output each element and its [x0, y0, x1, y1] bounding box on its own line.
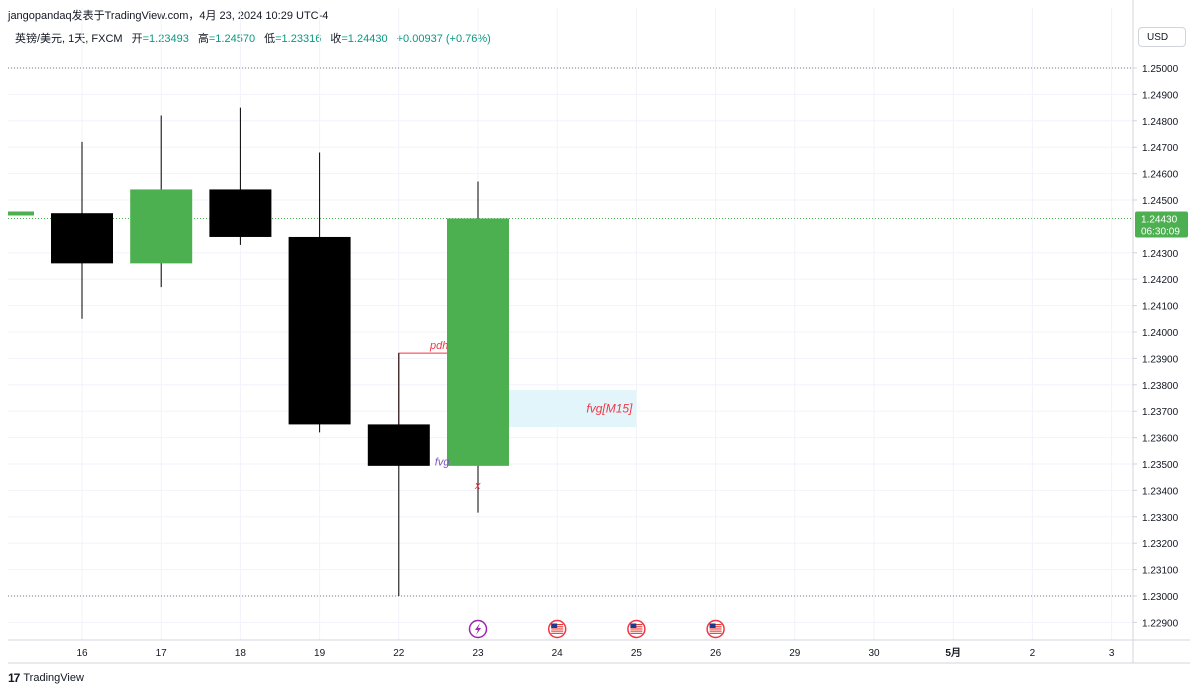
- change-value: +0.00937 (+0.76%): [396, 33, 491, 45]
- y-tick-label: 1.23300: [1142, 513, 1179, 524]
- y-tick-label: 1.24300: [1142, 249, 1179, 260]
- low-value: =1.23316: [275, 33, 322, 45]
- close-value: =1.24430: [341, 33, 388, 45]
- annotation-label-fvg: fvg: [435, 456, 451, 468]
- symbol-name[interactable]: 英镑/美元, 1天, FXCM: [15, 33, 123, 45]
- grid: [8, 8, 1133, 640]
- us-flag-icon[interactable]: [627, 619, 646, 639]
- y-tick-label: 1.24100: [1142, 302, 1179, 313]
- x-tick-label: 23: [472, 648, 484, 659]
- y-tick-label: 1.24000: [1142, 328, 1179, 339]
- annotation-label-pdh: pdh: [429, 340, 448, 352]
- annotation-label-x: x: [474, 480, 481, 492]
- y-tick-label: 1.23100: [1142, 566, 1179, 577]
- annotations: [398, 352, 637, 428]
- x-tick-label: 19: [314, 648, 326, 659]
- us-flag-icon-stripe: [630, 628, 643, 630]
- y-tick-label: 1.24500: [1142, 196, 1179, 207]
- symbol-legend: 英镑/美元, 1天, FXCM 开=1.23493 高=1.24570 低=1.…: [15, 30, 491, 46]
- us-flag-icon-stripe: [709, 632, 722, 634]
- y-tick-label: 1.24200: [1142, 275, 1179, 286]
- high-label: 高: [197, 33, 209, 45]
- y-tick-label: 1.23500: [1142, 460, 1179, 471]
- footer-brand: TradingView: [23, 672, 84, 684]
- candles: [51, 107, 509, 596]
- y-tick-label: 1.25000: [1142, 64, 1179, 75]
- x-tick-label: 22: [393, 648, 405, 659]
- x-tick-label: 2: [1030, 648, 1036, 659]
- close-label: 收: [330, 33, 342, 45]
- us-flag-icon-stripe: [630, 632, 643, 634]
- y-tick-label: 1.24700: [1142, 143, 1179, 154]
- candle-17: [130, 115, 193, 288]
- horizontal-lines: [8, 67, 1133, 597]
- y-tick-label: 1.23200: [1142, 539, 1179, 550]
- annotation-label-fvgM15: fvg[M15]: [586, 402, 633, 416]
- us-flag-icon[interactable]: [706, 619, 725, 639]
- x-tick-label: 26: [710, 648, 722, 659]
- us-flag-icon[interactable]: [547, 619, 567, 639]
- candle-19: [288, 152, 351, 433]
- y-tick-label: 1.23600: [1142, 434, 1179, 445]
- y-tick-label: 1.23400: [1142, 486, 1179, 497]
- x-tick-label: 3: [1109, 648, 1115, 659]
- us-flag-icon-canton: [630, 623, 637, 628]
- candle-18: [209, 107, 272, 245]
- last-price-tag-bg: [1135, 211, 1188, 238]
- low-label: 低: [264, 33, 276, 45]
- currency-button[interactable]: USD: [1138, 27, 1186, 47]
- last-price-marker: [8, 211, 34, 216]
- last-price-value: 1.24430: [1141, 214, 1178, 225]
- y-tick-label: 1.23900: [1142, 354, 1179, 365]
- tradingview-logo-icon: 17: [8, 671, 20, 685]
- us-flag-icon-canton: [551, 623, 558, 628]
- fvg-box: [509, 390, 637, 428]
- publish-header: jangopandaq发表于TradingView.com，4月 23, 202…: [8, 10, 329, 22]
- x-tick-label: 24: [552, 648, 564, 659]
- x-tick-label: 17: [156, 648, 168, 659]
- annotation-labels: pdh fvg[M15] fvg x: [429, 340, 633, 492]
- y-tick-label: 1.24600: [1142, 170, 1179, 181]
- x-tick-label: 18: [235, 648, 247, 659]
- us-flag-icon-stripe: [551, 630, 564, 632]
- candle-22: [367, 353, 430, 596]
- footer: 17 TradingView: [8, 671, 84, 685]
- open-label: 开: [131, 33, 143, 45]
- y-tick-label: 1.24900: [1142, 90, 1179, 101]
- us-flag-icon-stripe: [630, 630, 643, 632]
- open-value: =1.23493: [142, 33, 189, 45]
- x-tick-label: 25: [631, 648, 643, 659]
- y-tick-label: 1.23700: [1142, 407, 1179, 418]
- us-flag-icon-stripe: [709, 630, 722, 632]
- candle-body: [209, 189, 272, 237]
- lightning-icon[interactable]: [468, 619, 488, 639]
- candle-body: [288, 236, 351, 425]
- x-tick-label: 16: [76, 648, 88, 659]
- candle-body: [130, 189, 193, 264]
- y-tick-label: 1.24800: [1142, 117, 1179, 128]
- x-tick-label: 5月: [945, 647, 961, 659]
- y-tick-label: 1.22900: [1142, 618, 1179, 629]
- candle-body: [367, 424, 430, 466]
- us-flag-icon-stripe: [709, 628, 722, 630]
- x-tick-label: 29: [789, 648, 801, 659]
- us-flag-icon-stripe: [551, 628, 564, 630]
- axes: 1.25000 1.24900 1.24800 1.24700 1.24600 1.245…: [8, 0, 1190, 664]
- y-tick-label: 1.23000: [1142, 592, 1179, 603]
- us-flag-icon-stripe: [551, 632, 564, 634]
- candle-body: [447, 218, 509, 466]
- last-price-countdown: 06:30:09: [1141, 226, 1180, 237]
- x-tick-label: 30: [868, 648, 880, 659]
- candle-23: [447, 181, 509, 513]
- lightning-icon-bolt: [475, 623, 481, 635]
- candle-16: [51, 141, 113, 319]
- us-flag-icon-canton: [709, 623, 716, 628]
- event-icons: [468, 619, 725, 639]
- high-value: =1.24570: [208, 33, 256, 45]
- candle-body: [51, 213, 113, 264]
- y-tick-label: 1.23800: [1142, 381, 1179, 392]
